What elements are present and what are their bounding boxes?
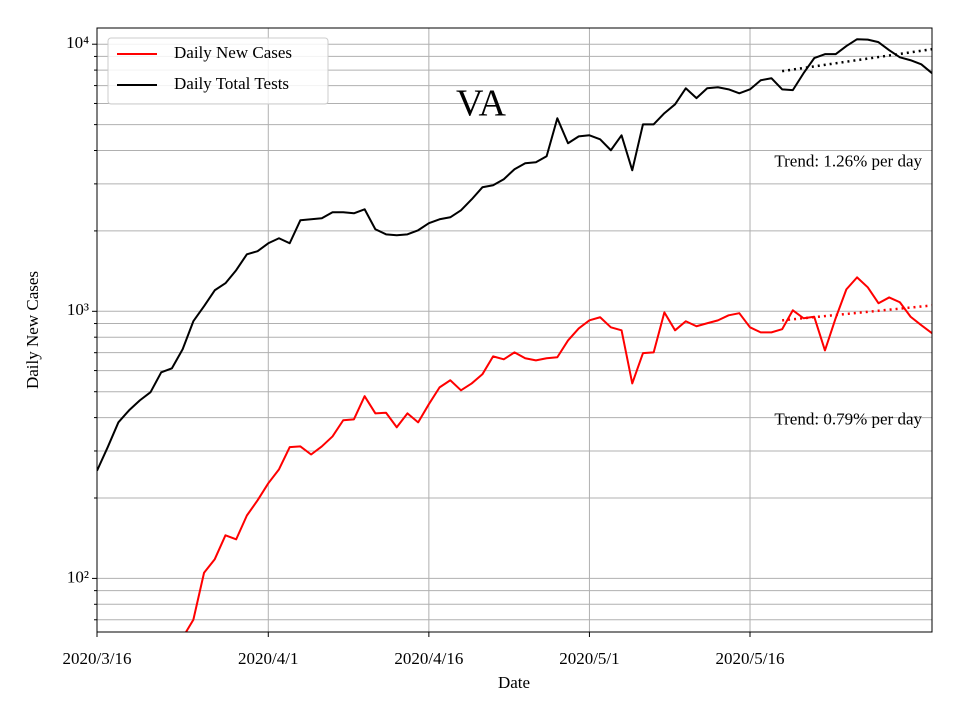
grid: [92, 28, 932, 637]
trend-line: [782, 304, 932, 322]
y-tick-label: 10⁴: [66, 33, 89, 52]
x-tick-label: 2020/5/16: [716, 649, 785, 668]
chart-title: VA: [456, 83, 507, 125]
trend-annotation: Trend: 0.79% per day: [774, 409, 922, 428]
legend-label: Daily Total Tests: [174, 74, 289, 93]
x-tick-label: 2020/3/16: [63, 649, 132, 668]
x-axis-label: Date: [498, 673, 530, 692]
legend: Daily New Cases Daily Total Tests: [107, 37, 329, 105]
plot-frame: [96, 27, 933, 633]
legend-label: Daily New Cases: [174, 43, 292, 62]
x-tick-label: 2020/5/1: [559, 649, 619, 668]
y-axis-label: Daily New Cases: [23, 271, 42, 389]
x-tick-label: 2020/4/1: [238, 649, 298, 668]
y-tick-label: 10³: [67, 300, 89, 319]
trend-line: [781, 47, 932, 73]
legend-box: [107, 37, 329, 105]
plot-lines: [97, 38, 932, 632]
y-tick-label: 10²: [67, 567, 89, 586]
x-tick-label: 2020/4/16: [394, 649, 463, 668]
series-line: [97, 38, 932, 472]
trend-annotation: Trend: 1.26% per day: [774, 152, 922, 171]
